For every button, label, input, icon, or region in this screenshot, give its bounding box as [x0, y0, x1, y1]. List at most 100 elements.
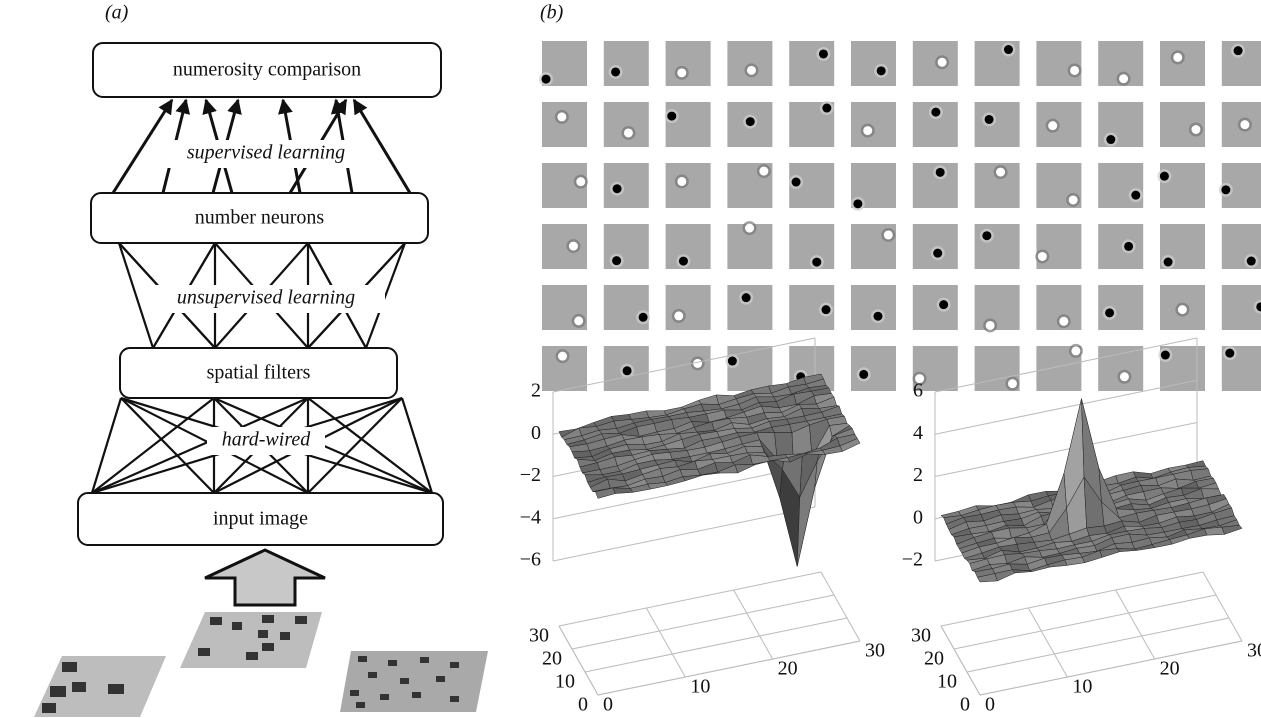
x-tick-label: 20	[778, 658, 798, 680]
x-tick-label: 30	[1247, 640, 1261, 662]
z-tick-label: −2	[520, 464, 541, 486]
grid-line	[967, 618, 1229, 672]
filter-tile	[666, 346, 711, 391]
filter-blob	[996, 168, 1005, 177]
surface-patch	[613, 488, 633, 494]
z-tick-label: −6	[520, 549, 541, 571]
filter-blob	[822, 104, 831, 113]
filter-blob	[746, 117, 755, 126]
filter-blob	[639, 313, 648, 322]
filter-tile	[975, 285, 1020, 330]
filter-blob	[792, 178, 801, 187]
filter-blob	[759, 167, 768, 176]
layer-label: input image	[213, 508, 308, 530]
filter-blob	[542, 75, 551, 84]
filter-blob	[742, 293, 751, 302]
grid-line	[585, 618, 847, 672]
filter-blob	[1164, 258, 1173, 267]
filter-blob	[1106, 135, 1115, 144]
x-tick-label: 0	[603, 694, 613, 716]
filter-blob	[1161, 351, 1170, 360]
filter-blob	[982, 231, 991, 240]
grid-line	[821, 572, 860, 641]
filter-blob	[1070, 66, 1079, 75]
filter-blob	[1173, 53, 1182, 62]
x-tick-label: 30	[865, 640, 885, 662]
filter-tile	[666, 285, 711, 330]
grid-line	[572, 595, 834, 649]
grid-line	[646, 608, 685, 677]
grid-line	[598, 641, 860, 695]
filter-tile	[1098, 224, 1143, 269]
filter-tile	[913, 285, 958, 330]
filter-blob	[1131, 191, 1140, 200]
filter-blob	[1071, 346, 1080, 355]
filter-blob	[728, 357, 737, 366]
z-tick-label: 6	[913, 380, 923, 402]
filter-tile	[975, 102, 1020, 147]
x-tick-label: 10	[1072, 676, 1092, 698]
filter-blob	[612, 256, 621, 265]
y-tick-label: 0	[578, 694, 588, 716]
filter-blob	[1240, 120, 1249, 129]
filter-tile	[666, 41, 711, 86]
filter-tile	[851, 102, 896, 147]
filter-blob	[1119, 74, 1128, 83]
y-tick-label: 30	[529, 625, 549, 647]
surface-patch	[1204, 527, 1224, 535]
surface	[559, 374, 860, 566]
filter-tile	[727, 41, 772, 86]
filter-blob	[611, 67, 620, 76]
filter-blob	[1004, 45, 1013, 54]
surface-patch	[627, 444, 647, 450]
filter-blob	[623, 366, 632, 375]
connection	[308, 398, 432, 493]
layer-label: number neurons	[195, 207, 325, 229]
filter-tile	[851, 285, 896, 330]
filter-blob	[679, 257, 688, 266]
panel-label: (a)	[105, 2, 129, 24]
y-tick-label: 30	[911, 625, 931, 647]
filter-blob	[1234, 46, 1243, 55]
grid-line	[553, 507, 815, 561]
grid-line	[1116, 590, 1155, 659]
z-tick-label: −4	[520, 506, 541, 528]
filter-blob	[1008, 379, 1017, 388]
filter-tile	[851, 346, 896, 391]
filter-blob	[574, 316, 583, 325]
x-tick-label: 20	[1160, 658, 1180, 680]
filter-blob	[1225, 349, 1234, 358]
surface-patch	[735, 464, 755, 473]
filter-tile	[727, 346, 772, 391]
filter-blob	[853, 199, 862, 208]
filter-tile	[913, 224, 958, 269]
surface-patch	[745, 446, 765, 452]
filter-blob	[931, 108, 940, 117]
input-arrow	[205, 550, 325, 605]
surface-patch	[1013, 501, 1033, 507]
connection	[92, 398, 121, 493]
filter-blob	[747, 66, 756, 75]
filter-tile	[975, 224, 1020, 269]
surface-patch	[699, 395, 719, 405]
x-tick-label: 0	[985, 694, 995, 716]
figure: (a) (b) supervised learningunsupervised …	[0, 0, 1261, 718]
x-tick-label: 10	[690, 676, 710, 698]
filter-blob	[1038, 252, 1047, 261]
z-tick-label: 0	[531, 422, 541, 444]
surface-patch	[799, 404, 819, 408]
filter-blob	[939, 300, 948, 309]
filter-blob	[819, 49, 828, 58]
surface-patch	[1222, 525, 1242, 534]
filter-blob	[667, 112, 676, 121]
filter-tile	[789, 41, 834, 86]
filter-blob	[873, 312, 882, 321]
filter-blob	[1124, 242, 1133, 251]
panel-label: (b)	[540, 2, 564, 24]
z-tick-label: 2	[531, 380, 541, 402]
filter-blob	[677, 177, 686, 186]
example-images	[34, 612, 488, 717]
filter-blob	[985, 115, 994, 124]
z-tick-label: 4	[913, 422, 923, 444]
y-tick-label: 20	[542, 648, 562, 670]
